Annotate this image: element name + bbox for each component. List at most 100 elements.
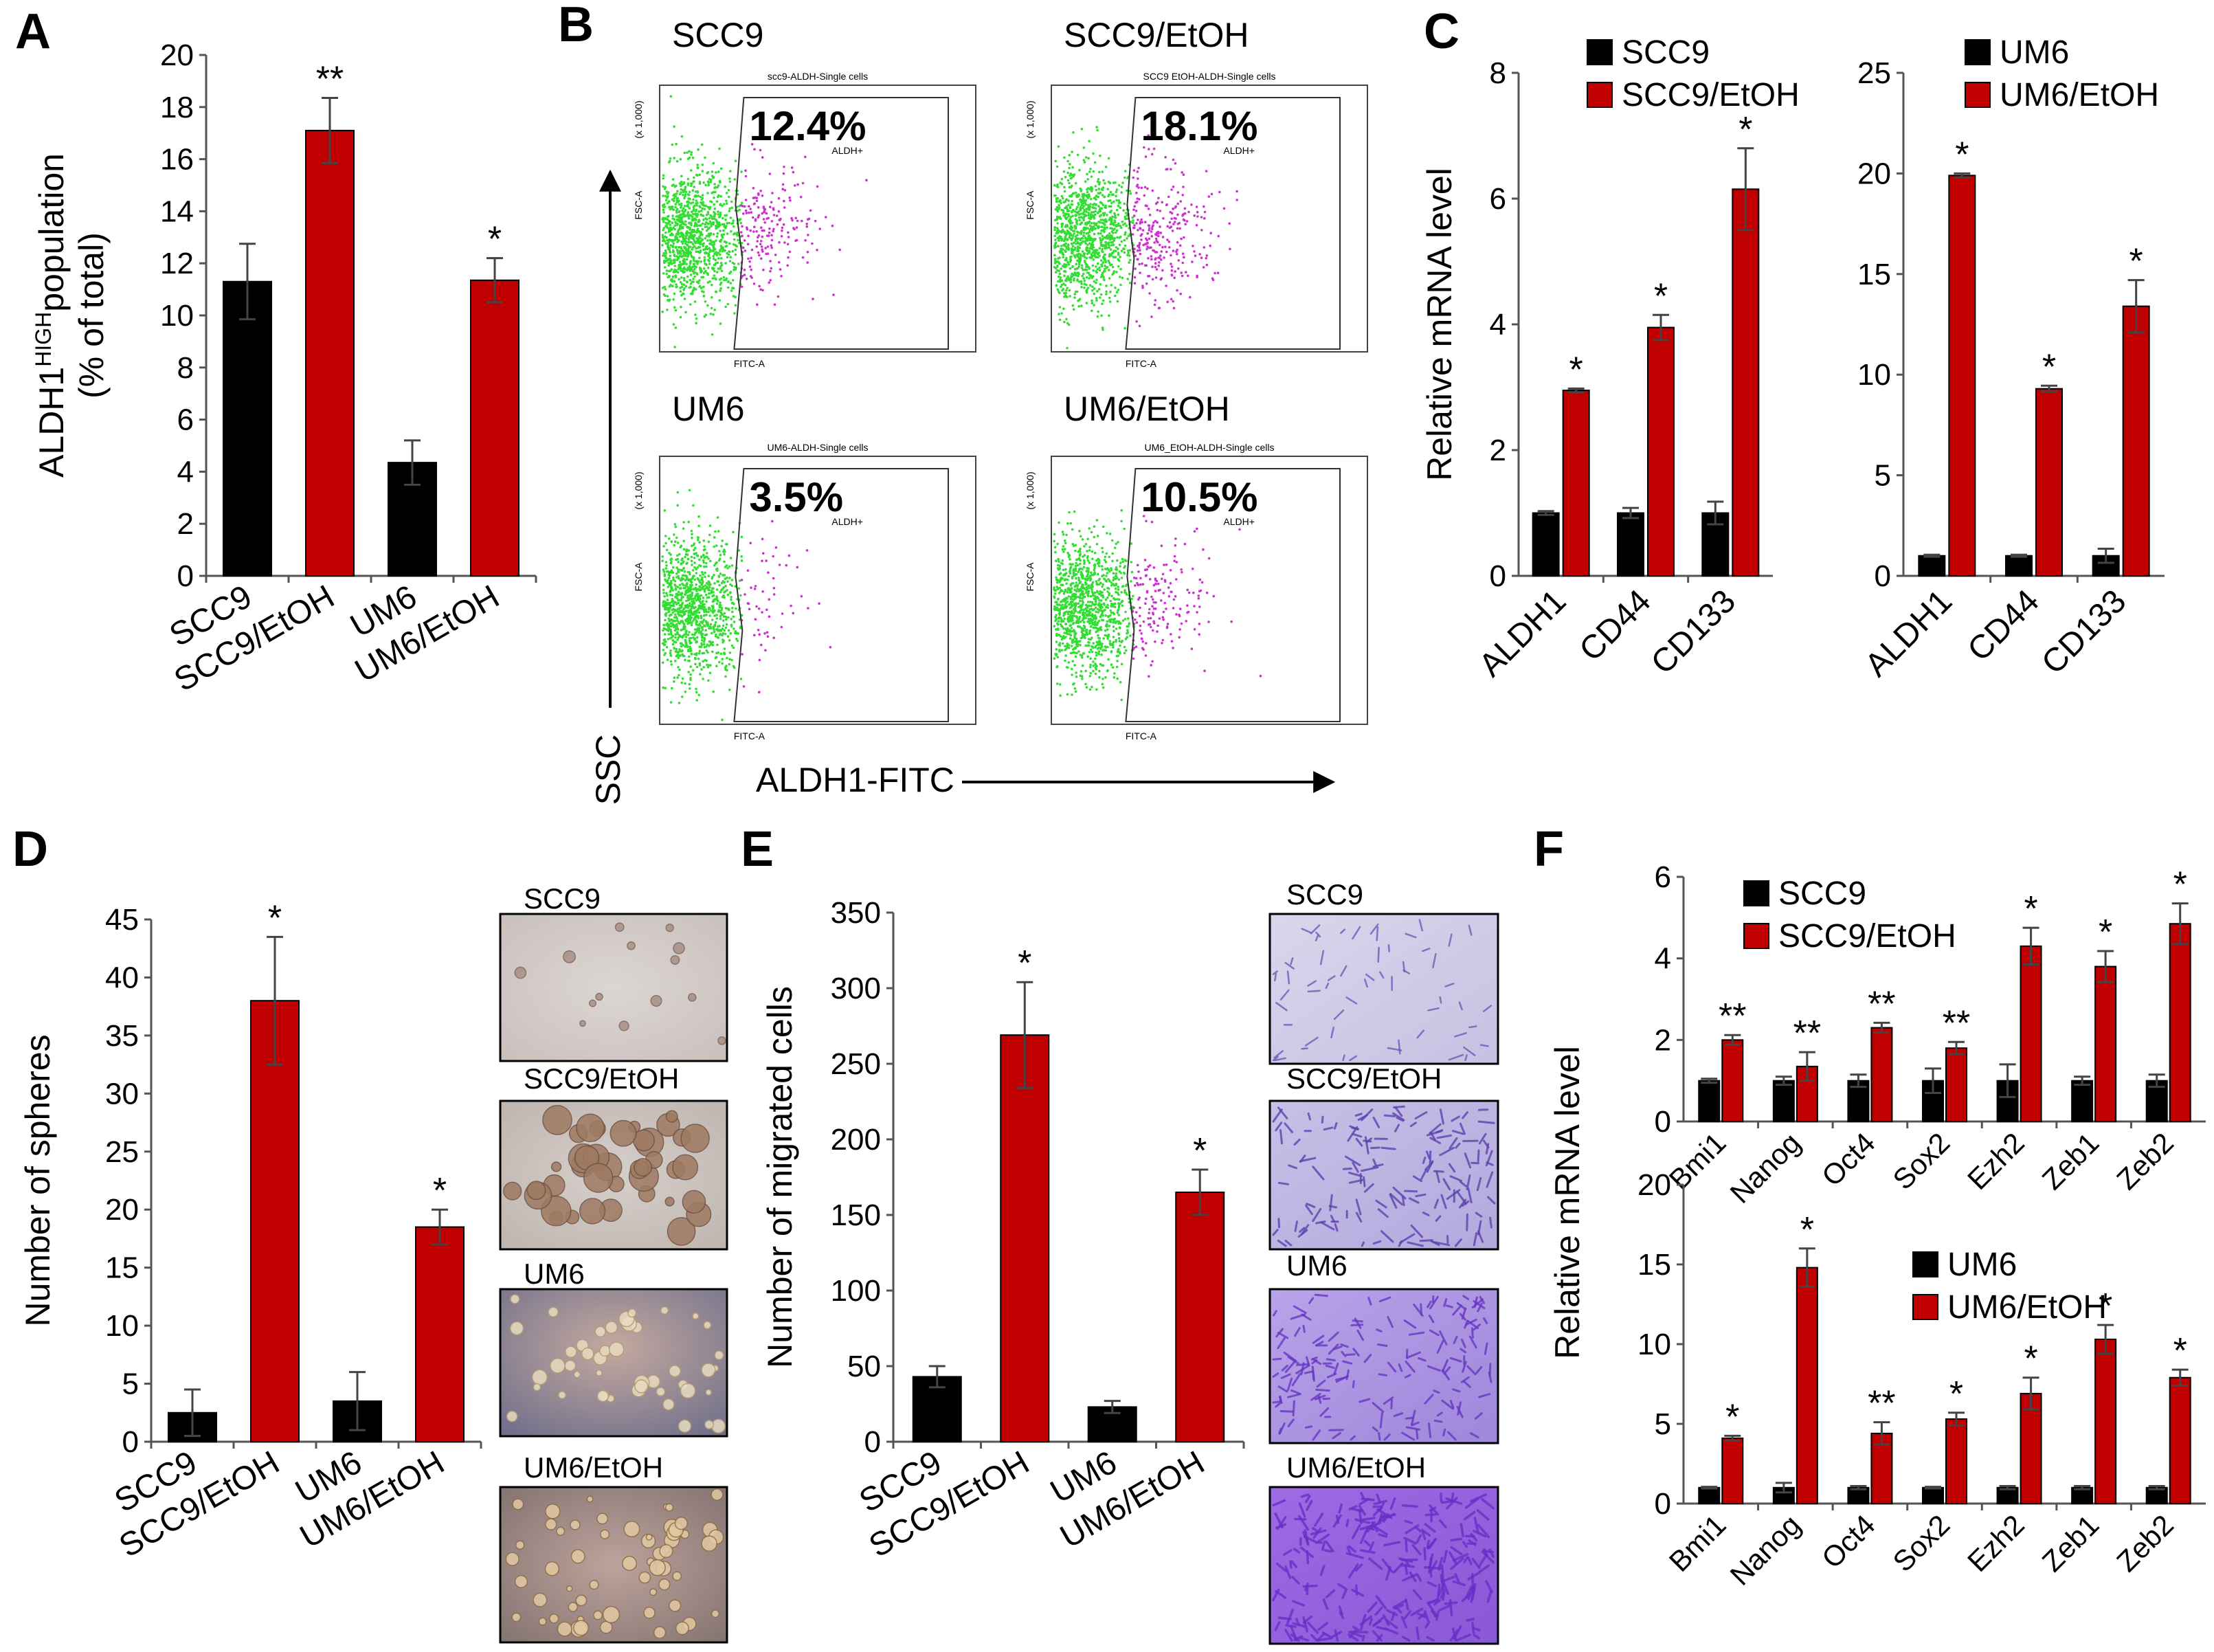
- bar: [2122, 305, 2150, 577]
- y-axis-label: Relative mRNA level: [1420, 168, 1459, 481]
- y-tick-label: 6: [1655, 860, 1671, 894]
- bar: [1870, 1027, 1893, 1122]
- legend-entry: SCC9: [1622, 34, 1710, 71]
- flow-y-short-label: FSC-A: [633, 562, 644, 592]
- y-tick-label: 10: [1637, 1328, 1671, 1361]
- gate-label: ALDH+: [831, 516, 863, 527]
- category-label: Sox2: [1886, 1508, 1956, 1578]
- flow-y-short-label: FSC-A: [1025, 562, 1036, 592]
- bar: [1532, 512, 1560, 577]
- category-label: Bmi1: [1663, 1508, 1732, 1578]
- legend-swatch: [1912, 1294, 1938, 1320]
- panel-letter-c: C: [1424, 4, 1460, 59]
- y-tick-label: 40: [105, 961, 139, 994]
- y-tick-label: 45: [105, 903, 139, 937]
- flow-cytometry-panel: SCC9 SCC9/EtOH UM6 UM6/EtOH scc9-ALDH-Si…: [589, 16, 1368, 805]
- aldh-gate: [733, 97, 949, 350]
- category-label: Zeb2: [2110, 1508, 2180, 1578]
- y-tick-label: 150: [831, 1198, 881, 1232]
- significance-marker: *: [2173, 865, 2187, 905]
- legend-entry: SCC9/EtOH: [1778, 918, 1956, 955]
- flow-label-scc9-etoh: SCC9/EtOH: [1064, 16, 1249, 54]
- fitc-axis-label: ALDH1-FITC: [756, 761, 954, 799]
- flow-y-unit-label: (x 1,000): [633, 471, 644, 509]
- flow-plot-scc9: scc9-ALDH-Single cells 12.4%ALDH+ FITC-A FS…: [633, 71, 976, 369]
- y-tick-label: 5: [1875, 459, 1891, 493]
- flow-events-low: [661, 95, 743, 348]
- bar: [223, 280, 272, 577]
- y-tick-label: 8: [1490, 56, 1506, 90]
- bar: [2005, 555, 2033, 577]
- y-tick-label: 30: [105, 1077, 139, 1110]
- category-label: Bmi1: [1663, 1126, 1732, 1196]
- legend-swatch: [1587, 39, 1613, 65]
- gate-percent: 10.5%: [1141, 474, 1257, 520]
- significance-marker: *: [2173, 1331, 2187, 1371]
- bar: [1617, 512, 1644, 577]
- category-label: Zeb2: [2110, 1126, 2180, 1196]
- y-tick-label: 10: [1857, 358, 1891, 392]
- flow-y-unit-label: (x 1,000): [1025, 100, 1036, 138]
- category-label: Zeb1: [2036, 1126, 2105, 1196]
- y-tick-label: 4: [177, 455, 194, 489]
- category-label: Nanog: [1723, 1126, 1807, 1209]
- y-tick-label: 10: [105, 1309, 139, 1343]
- flow-events-high: [739, 143, 868, 306]
- y-tick-label: 50: [847, 1350, 881, 1383]
- bar: [1732, 188, 1760, 577]
- significance-marker: *: [1018, 944, 1031, 983]
- y-tick-label: 14: [160, 194, 194, 228]
- significance-marker: *: [2024, 889, 2037, 929]
- y-tick-label: 15: [105, 1251, 139, 1285]
- y-tick-label: 0: [1655, 1105, 1671, 1139]
- y-tick-label: 35: [105, 1019, 139, 1053]
- flow-label-scc9: SCC9: [672, 16, 763, 54]
- y-tick-label: 300: [831, 972, 881, 1005]
- category-label: ALDH1: [1858, 583, 1959, 684]
- bar: [2035, 388, 2063, 577]
- category-label: Oct4: [1815, 1126, 1881, 1192]
- category-label: Nanog: [1723, 1508, 1807, 1592]
- significance-marker: *: [1654, 276, 1668, 316]
- y-axis-label-line1: ALDH1HIGHpopulation: [31, 153, 71, 478]
- y-tick-label: 0: [864, 1425, 881, 1459]
- micro-e-image-scc9: [1268, 913, 1499, 1065]
- legend-swatch: [1743, 923, 1769, 949]
- category-label: Zeb1: [2036, 1508, 2105, 1578]
- micrographs-e: SCC9 SCC9/EtOH UM6 UM6/EtOH: [1268, 878, 1499, 1645]
- y-tick-label: 20: [1857, 157, 1891, 190]
- y-tick-label: 4: [1490, 308, 1506, 342]
- gate-percent: 3.5%: [749, 474, 843, 520]
- category-label: CD133: [1644, 583, 1743, 681]
- micro-d-label-scc9: SCC9: [524, 882, 601, 915]
- significance-marker: **: [1793, 1014, 1821, 1053]
- aldh-gate: [1125, 97, 1341, 350]
- y-tick-label: 15: [1637, 1248, 1671, 1282]
- bar: [1647, 326, 1675, 577]
- bar: [2169, 1376, 2191, 1504]
- gate-label: ALDH+: [1223, 516, 1255, 527]
- significance-marker: **: [316, 60, 344, 100]
- significance-marker: *: [1193, 1131, 1207, 1171]
- bar: [1922, 1486, 1944, 1505]
- flow-events-high: [740, 520, 832, 693]
- flow-label-um6: UM6: [672, 390, 745, 428]
- flow-y-unit-label: (x 1,000): [1025, 471, 1036, 509]
- significance-marker: *: [1569, 350, 1583, 390]
- micro-d-label-scc9-etoh: SCC9/EtOH: [524, 1062, 679, 1095]
- significance-marker: *: [1738, 110, 1752, 150]
- bar: [1175, 1192, 1225, 1442]
- y-tick-label: 18: [160, 91, 194, 124]
- category-label: CD44: [1961, 583, 2046, 668]
- bar: [470, 279, 519, 577]
- y-axis-label-population: population: [32, 153, 71, 312]
- micro-e-label-um6: UM6: [1286, 1249, 1348, 1282]
- gate-percent: 18.1%: [1141, 103, 1257, 149]
- bar: [1772, 1080, 1795, 1122]
- y-tick-label: 100: [831, 1274, 881, 1308]
- flow-x-short-label: FITC-A: [1126, 730, 1157, 741]
- y-tick-label: 350: [831, 896, 881, 930]
- flow-y-short-label: FSC-A: [633, 190, 644, 220]
- bar: [2020, 945, 2042, 1123]
